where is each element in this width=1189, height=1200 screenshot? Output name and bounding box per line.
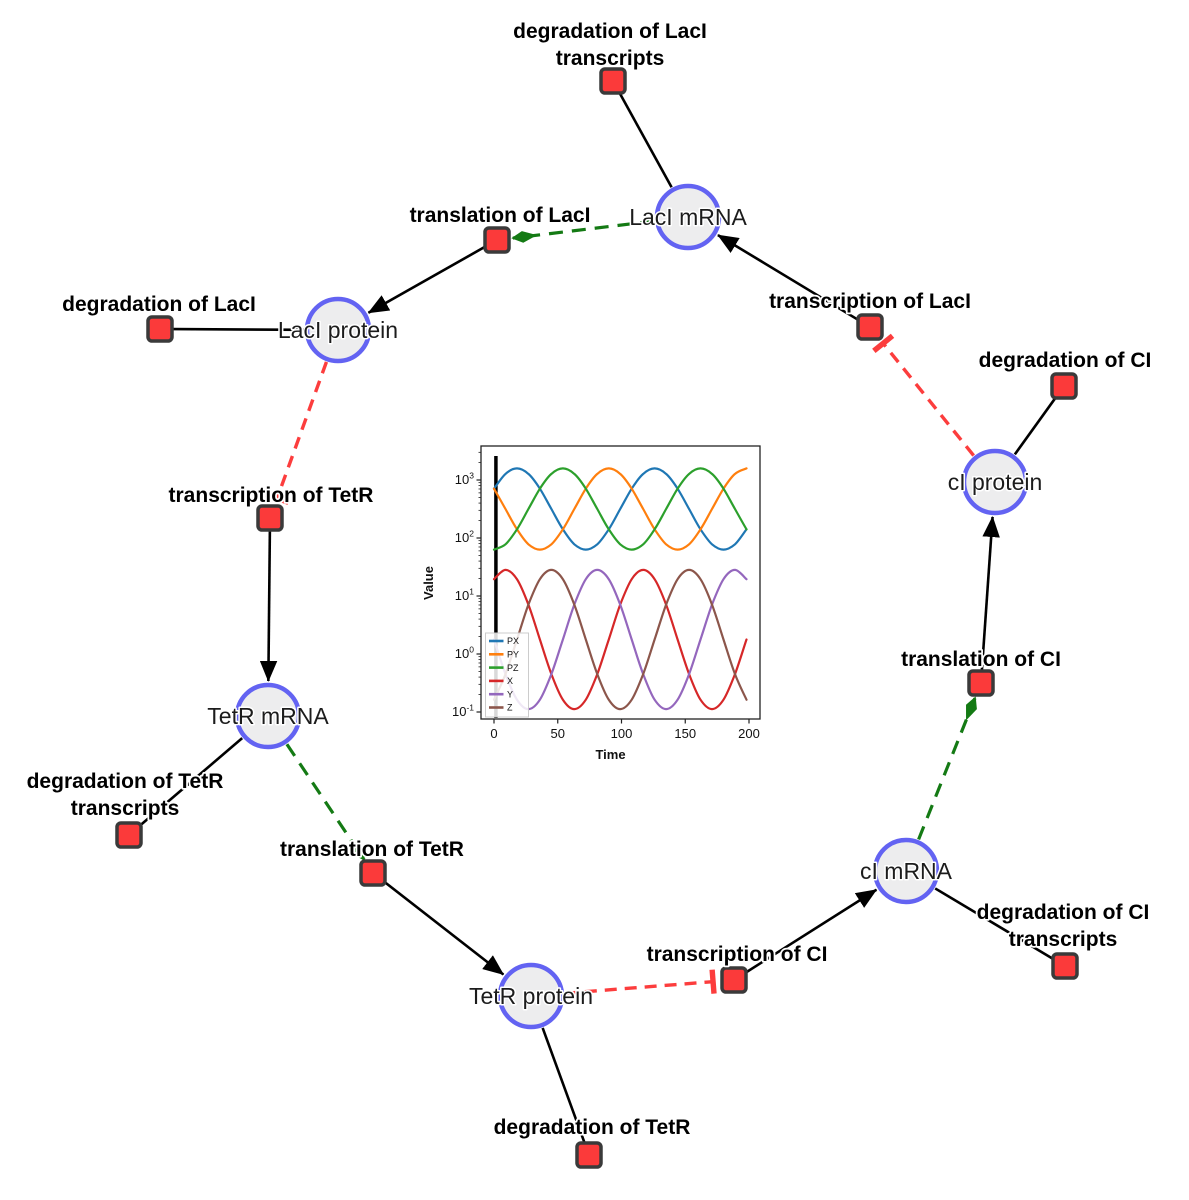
legend-label-PX: PX [507,636,519,646]
series-Z [492,568,748,711]
reaction-label-deg-laci: degradation of LacI [62,293,256,316]
reaction-node-translation-laci[interactable] [483,226,511,254]
species-label-ci-protein: cI protein [948,469,1043,495]
series-PZ [492,467,748,551]
reaction-label-transcription-ci: transcription of CI [647,943,828,966]
legend-label-Z: Z [507,703,513,713]
reaction-label-deg-laci-transcripts: degradation of LacI transcripts [513,20,707,70]
reaction-label-translation-ci: translation of CI [901,648,1061,671]
edge-reactant-laci-mrna-deg-laci-transcripts [618,91,673,188]
x-tick-label: 50 [551,726,565,741]
edge-modifier-ci-mrna-translation-ci [917,696,977,841]
time-series-inset-plot: 0 50 100 150 200 10-1 100 101 102 103 Time Value PX P… [421,445,761,762]
y-axis-label: Value [421,566,436,600]
species-label-tetr-mrna: TetR mRNA [207,703,329,729]
edge-reactant-laci-protein-deg-laci [172,327,305,332]
species-label-laci-mrna: LacI mRNA [629,204,747,230]
edge-inhibitor-laci-protein-transcription-tetr [264,361,329,505]
reaction-node-deg-tetr-transcripts[interactable] [115,821,143,849]
edge-product-transcription-laci-laci-mrna [717,233,862,323]
edge-reactant-ci-protein-deg-ci [1013,395,1058,456]
x-tick-label: 150 [674,726,696,741]
reaction-node-transcription-tetr[interactable] [256,504,284,532]
reaction-node-translation-ci[interactable] [967,669,995,697]
species-node-laci-mrna[interactable] [654,183,722,251]
legend-label-X: X [507,676,513,686]
reaction-node-deg-laci[interactable] [146,315,174,343]
x-tick-label: 200 [738,726,760,741]
reaction-node-deg-ci-transcripts[interactable] [1051,952,1079,980]
reaction-label-translation-laci: translation of LacI [410,204,591,227]
edge-product-transcription-ci-ci-mrna [742,888,878,976]
series-PY [492,467,748,551]
edge-product-translation-ci-ci-protein [980,516,1000,673]
species-node-laci-protein[interactable] [304,296,372,364]
x-tick-label: 0 [490,726,497,741]
edge-modifier-tetr-mrna-translation-tetr [285,743,366,862]
species-label-laci-protein: LacI protein [278,317,398,343]
legend-label-Y: Y [507,689,513,699]
species-node-tetr-protein[interactable] [497,962,565,1030]
edge-inhibitor-tetr-protein-transcription-ci [564,969,717,996]
y-tick-label: 102 [455,529,474,546]
series-PX [492,467,748,551]
reaction-label-deg-ci-transcripts: degradation of CI transcripts [977,901,1150,951]
species-label-tetr-protein: TetR protein [469,983,593,1009]
legend-label-PY: PY [507,650,519,660]
edge-modifier-laci-mrna-translation-laci [511,219,655,243]
species-label-ci-mrna: cI mRNA [860,858,953,884]
reaction-node-deg-laci-transcripts[interactable] [599,67,627,95]
y-tick-label: 101 [455,587,474,604]
reaction-label-translation-tetr: translation of TetR [280,838,464,861]
edge-inhibitor-ci-protein-transcription-laci [872,333,975,457]
edge-reactant-ci-mrna-deg-ci-transcripts [934,887,1055,961]
reaction-label-transcription-tetr: transcription of TetR [169,484,374,507]
reaction-label-deg-ci: degradation of CI [979,349,1152,372]
legend-label-PZ: PZ [507,663,519,673]
reaction-label-transcription-laci: transcription of LacI [769,290,971,313]
reaction-label-deg-tetr-transcripts: degradation of TetR transcripts [27,770,224,820]
y-tick-label: 100 [455,645,474,662]
reaction-node-transcription-ci[interactable] [720,966,748,994]
edges-layer [138,91,1058,1144]
edge-reactant-tetr-protein-deg-tetr [541,1027,586,1144]
reaction-node-deg-tetr[interactable] [575,1141,603,1169]
edge-product-translation-tetr-tetr-protein [380,878,505,976]
labels-layer: LacI mRNA LacI protein cI protein TetR mRNA… [25,18,1153,1141]
reaction-node-transcription-laci[interactable] [856,313,884,341]
reaction-node-deg-ci[interactable] [1050,372,1078,400]
series-Y [492,568,748,711]
reaction-node-translation-tetr[interactable] [359,859,387,887]
y-tick-label: 103 [455,471,474,488]
species-node-tetr-mrna[interactable] [234,682,302,750]
x-tick-label: 100 [611,726,633,741]
edge-product-translation-laci-laci-protein [367,244,489,314]
x-axis-label: Time [595,747,625,762]
species-node-ci-mrna[interactable] [872,837,940,905]
reaction-label-deg-tetr: degradation of TetR [494,1116,691,1139]
species-node-ci-protein[interactable] [961,448,1029,516]
legend-box [485,632,529,718]
y-tick-label: 10-1 [452,703,474,720]
nodes-layer [115,67,1079,1169]
edge-product-transcription-tetr-tetr-mrna [259,528,278,682]
edge-reactant-tetr-mrna-deg-tetr-transcripts [138,737,244,828]
